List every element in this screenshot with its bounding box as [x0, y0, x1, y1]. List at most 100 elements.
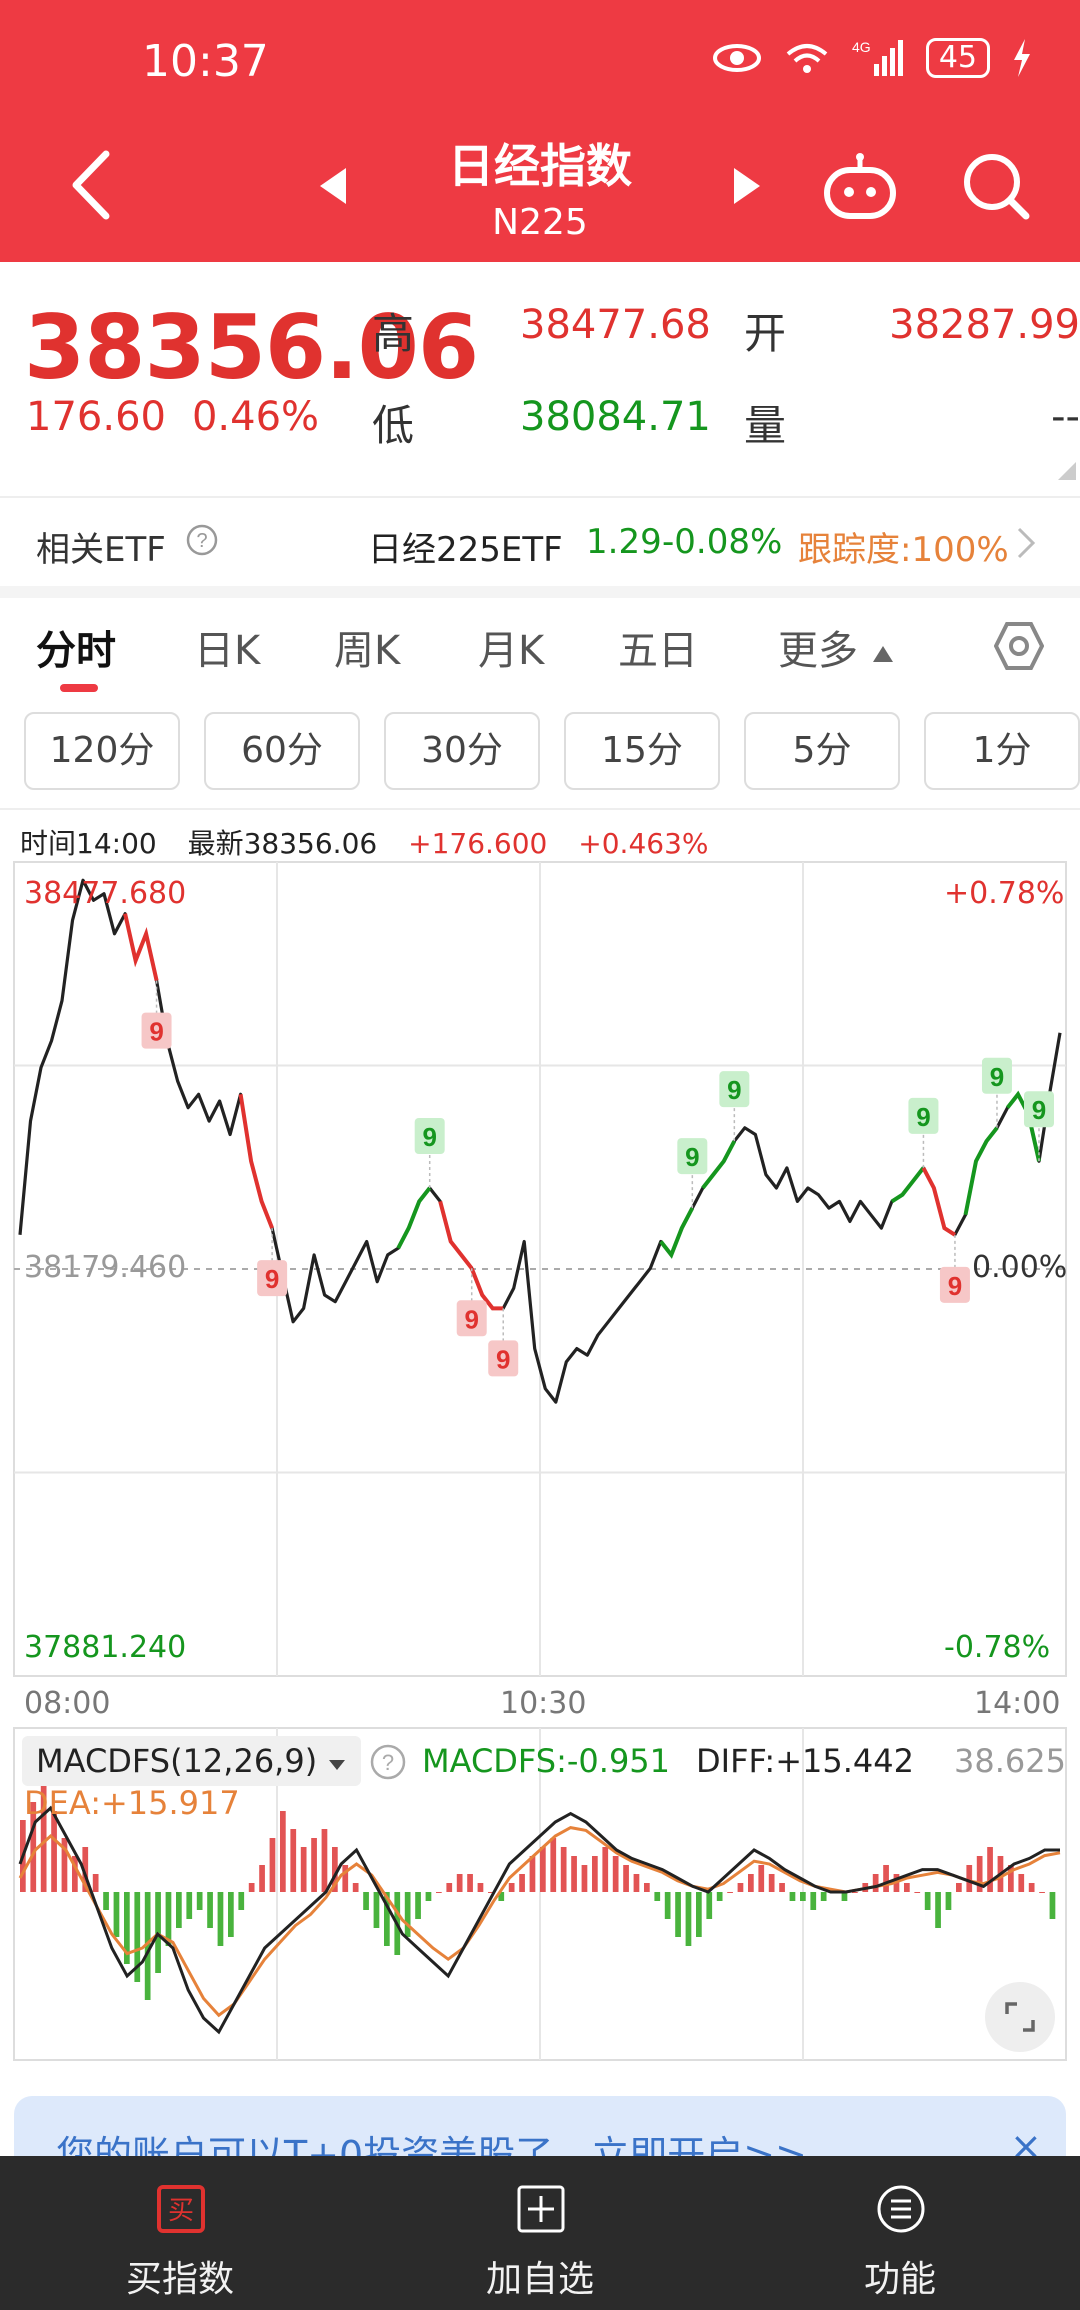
- period-60min-button[interactable]: 60分: [204, 712, 360, 790]
- macd-bar: [540, 1847, 546, 1892]
- change-value: 176.60: [26, 394, 166, 440]
- svg-text:4G: 4G: [852, 39, 871, 55]
- page-title: 日经指数: [448, 139, 632, 193]
- macd-bar: [165, 1892, 172, 1946]
- macd-bar: [113, 1892, 120, 1937]
- signal-marker: [1023, 1091, 1054, 1128]
- signal-marker-label: 9: [685, 1142, 699, 1172]
- open-label: 开: [744, 309, 787, 358]
- triangle-up-icon: [872, 646, 893, 662]
- help-icon[interactable]: ?: [370, 1744, 406, 1780]
- low-value: 38084.71: [520, 394, 711, 440]
- wifi-icon: [786, 44, 828, 73]
- signal-segment: [438, 1200, 474, 1270]
- macd-bar: [207, 1892, 213, 1928]
- back-icon[interactable]: [68, 150, 112, 220]
- macd-bar: [519, 1874, 525, 1892]
- period-5min-button[interactable]: 5分: [744, 712, 900, 790]
- macd-bar: [196, 1892, 203, 1910]
- buy-index-button[interactable]: 买 买指数: [30, 2156, 330, 2310]
- info-latest: 最新38356.06: [187, 827, 378, 860]
- macd-bar: [217, 1892, 224, 1946]
- buy-index-label: 买指数: [125, 2259, 234, 2300]
- functions-button[interactable]: 功能: [750, 2156, 1050, 2310]
- prev-index-icon[interactable]: [318, 166, 348, 206]
- macd-bar: [300, 1847, 307, 1892]
- period-1min-button[interactable]: 1分: [924, 712, 1080, 790]
- macd-bar: [602, 1847, 609, 1892]
- search-icon[interactable]: [962, 152, 1032, 222]
- macd-bar: [841, 1892, 848, 1901]
- next-index-icon[interactable]: [732, 166, 762, 206]
- macd-bar: [956, 1883, 962, 1892]
- tab-monthly-k[interactable]: 月K: [478, 628, 545, 674]
- macd-bar: [592, 1856, 598, 1892]
- macd-bar: [706, 1892, 713, 1919]
- signal-marker-label: 9: [948, 1271, 962, 1301]
- related-etf-row[interactable]: 相关ETF ? 日经225ETF 1.29 -0.08% 跟踪度:100%: [0, 500, 1080, 584]
- signal-segment: [238, 1093, 274, 1229]
- macd-bar: [664, 1892, 671, 1919]
- signal-marker-label: 9: [422, 1122, 436, 1152]
- indicator-name: MACDFS(12,26,9): [36, 1742, 318, 1780]
- page-subtitle: N225: [492, 202, 588, 243]
- etf-change: -0.08%: [662, 522, 783, 562]
- svg-text:买: 买: [168, 2196, 194, 2226]
- macd-bar: [696, 1892, 702, 1937]
- macd-bar: [1008, 1865, 1014, 1892]
- tab-more[interactable]: 更多: [778, 618, 895, 676]
- info-change-pct: +0.463%: [578, 827, 709, 860]
- macd-bar: [852, 1892, 858, 1893]
- functions-label: 功能: [863, 2259, 936, 2300]
- macd-bar: [571, 1856, 577, 1892]
- macd-bar: [290, 1829, 297, 1892]
- macd-bar: [654, 1892, 661, 1901]
- period-30min-button[interactable]: 30分: [384, 712, 540, 790]
- help-icon[interactable]: ?: [186, 524, 218, 556]
- diff-line: [18, 1805, 1060, 2035]
- signal-segment: [890, 1166, 925, 1204]
- tab-daily-k[interactable]: 日K: [194, 628, 261, 674]
- etf-label: 相关ETF: [36, 530, 166, 570]
- macd-bar: [820, 1892, 827, 1901]
- time-label-start: 08:00: [24, 1686, 111, 1721]
- info-time: 时间14:00: [20, 827, 157, 860]
- fullscreen-button[interactable]: [985, 1982, 1055, 2052]
- macd-bar: [716, 1892, 723, 1901]
- macd-bar: [644, 1883, 650, 1892]
- signal-marker-label: 9: [149, 1017, 163, 1047]
- macd-bar: [675, 1892, 681, 1937]
- signal-marker: [677, 1138, 708, 1175]
- period-120min-button[interactable]: 120分: [24, 712, 180, 790]
- high-value: 38477.68: [520, 302, 711, 348]
- macd-bar: [92, 1874, 99, 1892]
- macd-bar: [1018, 1874, 1025, 1892]
- expand-corner-marker[interactable]: [1058, 462, 1076, 480]
- macd-bar: [737, 1883, 744, 1892]
- price-line: [18, 878, 1062, 1404]
- macd-bar: [103, 1892, 109, 1910]
- robot-assistant-icon[interactable]: [822, 152, 898, 224]
- macd-bar: [404, 1892, 411, 1937]
- macd-bar: [124, 1892, 130, 1964]
- settings-icon[interactable]: [994, 620, 1044, 672]
- macd-chart[interactable]: [0, 1726, 1080, 2066]
- axis-top-price: 38477.680: [24, 876, 187, 911]
- macd-bar: [976, 1856, 983, 1892]
- tab-more-label: 更多: [778, 628, 858, 674]
- macd-bar: [883, 1865, 889, 1892]
- indicator-selector[interactable]: MACDFS(12,26,9): [22, 1736, 362, 1786]
- tab-five-day[interactable]: 五日: [618, 628, 698, 674]
- tab-intraday[interactable]: 分时: [36, 628, 116, 674]
- macd-bar: [415, 1892, 421, 1919]
- add-watchlist-button[interactable]: 加自选: [390, 2156, 690, 2310]
- high-label: 高: [372, 309, 415, 358]
- current-price: 38356.06: [24, 296, 479, 399]
- tab-weekly-k[interactable]: 周K: [334, 628, 401, 674]
- period-15min-button[interactable]: 15分: [564, 712, 720, 790]
- signal-segment: [469, 1267, 504, 1311]
- diff-value: DIFF:+15.442: [696, 1742, 914, 1780]
- macd-bar: [259, 1865, 265, 1892]
- macd-bar: [280, 1811, 286, 1892]
